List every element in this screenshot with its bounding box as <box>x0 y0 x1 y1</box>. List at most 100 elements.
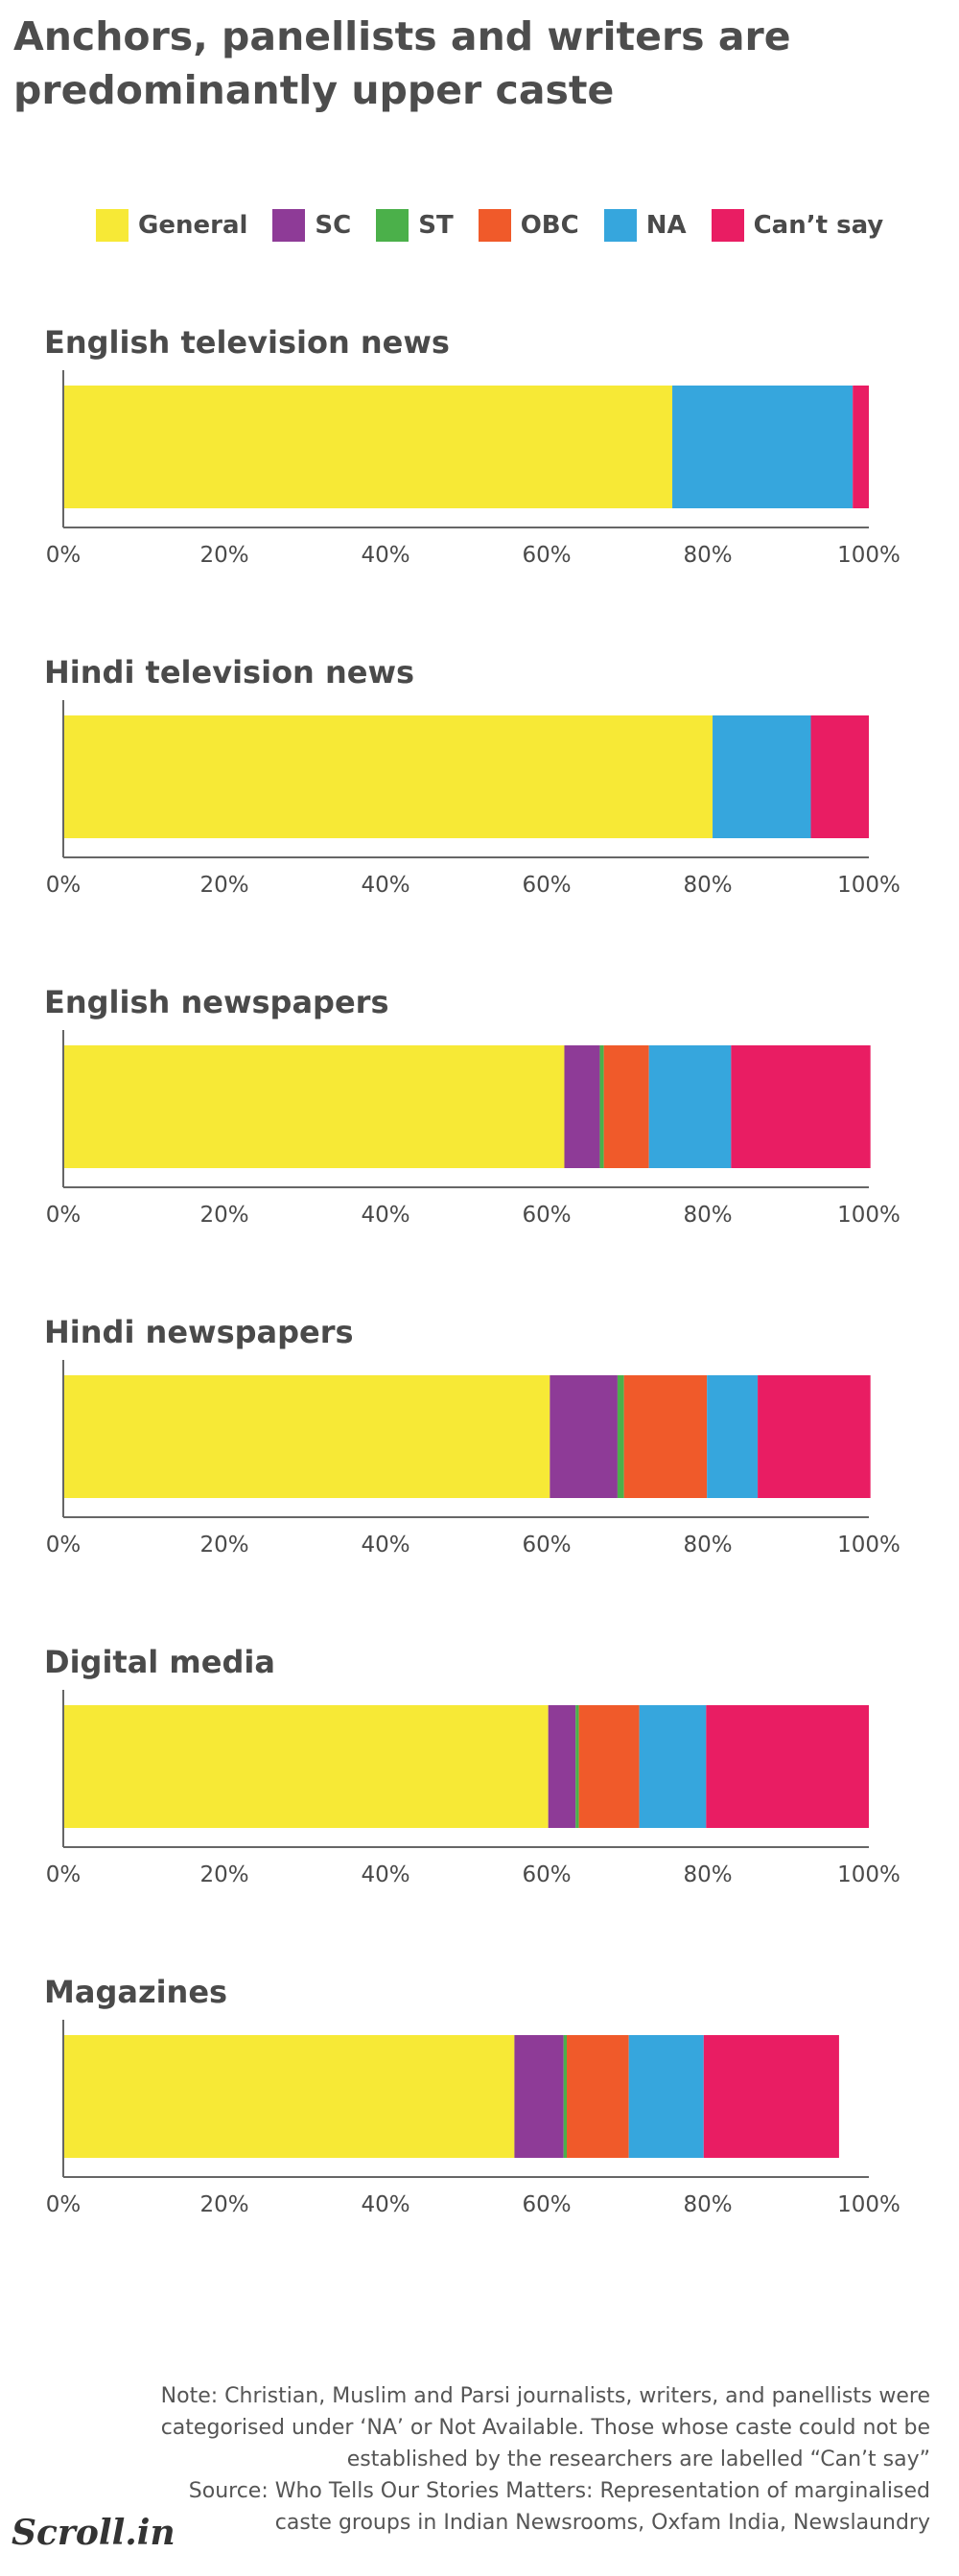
x-tick-label: 0% <box>46 1862 82 1887</box>
bar-segment-general <box>63 1045 565 1168</box>
legend-swatch-sc <box>272 209 306 242</box>
bar-segment-can-t-say <box>853 386 869 508</box>
panel-hindi-newspapers: Hindi newspapers 0% 20% 40% 60% 80% 100% <box>0 1314 959 1602</box>
stacked-bar-chart: 0% 20% 40% 60% 80% 100% <box>46 1030 901 1228</box>
bar-segment-can-t-say <box>706 1705 869 1828</box>
x-tick-label: 100% <box>837 2192 901 2217</box>
bar-segment-na <box>707 1375 759 1498</box>
x-tick-label: 40% <box>361 2192 409 2217</box>
legend: General SC ST OBC NA Can’t say <box>96 206 908 245</box>
x-tick-label: 100% <box>837 873 901 898</box>
legend-item-sc: SC <box>272 209 351 242</box>
bar-segment-obc <box>603 1045 649 1168</box>
bar-segment-sc <box>514 2035 564 2158</box>
x-tick-label: 60% <box>522 1203 571 1228</box>
bar-segment-can-t-say <box>731 1045 871 1168</box>
legend-item-obc: OBC <box>478 209 579 242</box>
x-tick-label: 60% <box>522 1862 571 1887</box>
x-tick-label: 80% <box>683 1533 732 1557</box>
x-tick-label: 100% <box>837 1203 901 1228</box>
bar-segment-st <box>617 1375 624 1498</box>
source-line: caste groups in Indian Newsrooms, Oxfam … <box>274 2511 930 2535</box>
x-tick-label: 0% <box>46 2192 82 2217</box>
panel-title: Magazines <box>44 1974 228 2010</box>
x-tick-label: 40% <box>361 543 409 568</box>
legend-item-cant-say: Can’t say <box>711 209 883 242</box>
bar-segment-na <box>648 1045 732 1168</box>
legend-item-na: NA <box>603 209 687 242</box>
legend-label-na: NA <box>645 211 687 240</box>
x-tick-label: 100% <box>837 543 901 568</box>
legend-label-obc: OBC <box>520 211 579 240</box>
legend-item-st: ST <box>376 209 454 242</box>
panel-title: Hindi newspapers <box>44 1314 354 1350</box>
x-tick-label: 60% <box>522 1533 571 1557</box>
x-tick-label: 40% <box>361 1533 409 1557</box>
x-tick-label: 0% <box>46 543 82 568</box>
x-tick-label: 20% <box>199 873 248 898</box>
x-tick-label: 80% <box>683 543 732 568</box>
source-line: Source: Who Tells Our Stories Matters: R… <box>188 2479 930 2503</box>
bar-segment-general <box>63 2035 515 2158</box>
x-tick-label: 60% <box>522 2192 571 2217</box>
x-tick-label: 20% <box>199 1203 248 1228</box>
stacked-bar-chart: 0% 20% 40% 60% 80% 100% <box>46 2020 901 2217</box>
bar-segment-st <box>575 1705 579 1828</box>
x-tick-label: 20% <box>199 1533 248 1557</box>
bar-segment-st <box>599 1045 604 1168</box>
x-tick-label: 0% <box>46 873 82 898</box>
bar-segment-na <box>713 715 811 838</box>
panel-english-newspapers: English newspapers 0% 20% 40% 60% 80% 100% <box>0 984 959 1272</box>
x-tick-label: 20% <box>199 2192 248 2217</box>
bar-segment-na <box>672 386 854 508</box>
panel-title: English newspapers <box>44 984 389 1020</box>
panel-magazines: Magazines 0% 20% 40% 60% 80% 100% <box>0 1974 959 2261</box>
legend-swatch-st <box>376 209 409 242</box>
x-tick-label: 40% <box>361 1203 409 1228</box>
stacked-bar-chart: 0% 20% 40% 60% 80% 100% <box>46 700 901 898</box>
bar-segment-general <box>63 386 673 508</box>
legend-label-general: General <box>138 211 248 240</box>
legend-swatch-obc <box>478 209 511 242</box>
legend-label-st: ST <box>418 211 454 240</box>
note-line: Note: Christian, Muslim and Parsi journa… <box>160 2384 930 2408</box>
bar-segment-sc <box>550 1375 618 1498</box>
note-and-source: Note: Christian, Muslim and Parsi journa… <box>67 2380 930 2539</box>
panel-english-television-news: English television news 0% 20% 40% 60% 80% 10… <box>0 324 959 612</box>
x-tick-label: 20% <box>199 543 248 568</box>
bar-segment-st <box>563 2035 567 2158</box>
legend-swatch-cant-say <box>711 209 744 242</box>
bar-segment-sc <box>548 1705 576 1828</box>
x-tick-label: 40% <box>361 1862 409 1887</box>
x-tick-label: 80% <box>683 873 732 898</box>
legend-swatch-na <box>603 209 637 242</box>
chart-title: Anchors, panellists and writers are pred… <box>13 13 791 113</box>
x-tick-label: 100% <box>837 1862 901 1887</box>
stacked-bar-chart: 0% 20% 40% 60% 80% 100% <box>46 1690 901 1887</box>
x-tick-label: 80% <box>683 1862 732 1887</box>
stacked-bar-chart: 0% 20% 40% 60% 80% 100% <box>46 370 901 568</box>
x-tick-label: 80% <box>683 2192 732 2217</box>
bar-segment-can-t-say <box>703 2035 839 2158</box>
panel-digital-media: Digital media 0% 20% 40% 60% 80% 100% <box>0 1644 959 1932</box>
panel-title: Digital media <box>44 1644 275 1680</box>
x-tick-label: 80% <box>683 1203 732 1228</box>
bar-segment-obc <box>567 2035 629 2158</box>
scroll-logo: Scroll.in <box>12 2513 175 2553</box>
note-line: established by the researchers are label… <box>346 2447 930 2471</box>
legend-item-general: General <box>96 209 247 242</box>
bar-segment-general <box>63 1705 549 1828</box>
panel-title: Hindi television news <box>44 654 415 691</box>
bar-segment-sc <box>564 1045 600 1168</box>
x-tick-label: 60% <box>522 543 571 568</box>
bar-segment-general <box>63 715 713 838</box>
x-tick-label: 40% <box>361 873 409 898</box>
legend-label-sc: SC <box>315 211 352 240</box>
x-tick-label: 20% <box>199 1862 248 1887</box>
x-tick-label: 100% <box>837 1533 901 1557</box>
bar-segment-obc <box>578 1705 640 1828</box>
panel-hindi-television-news: Hindi television news 0% 20% 40% 60% 80% 100% <box>0 654 959 942</box>
bar-segment-na <box>628 2035 704 2158</box>
note-line: categorised under ‘NA’ or Not Available.… <box>160 2416 930 2440</box>
x-tick-label: 60% <box>522 873 571 898</box>
